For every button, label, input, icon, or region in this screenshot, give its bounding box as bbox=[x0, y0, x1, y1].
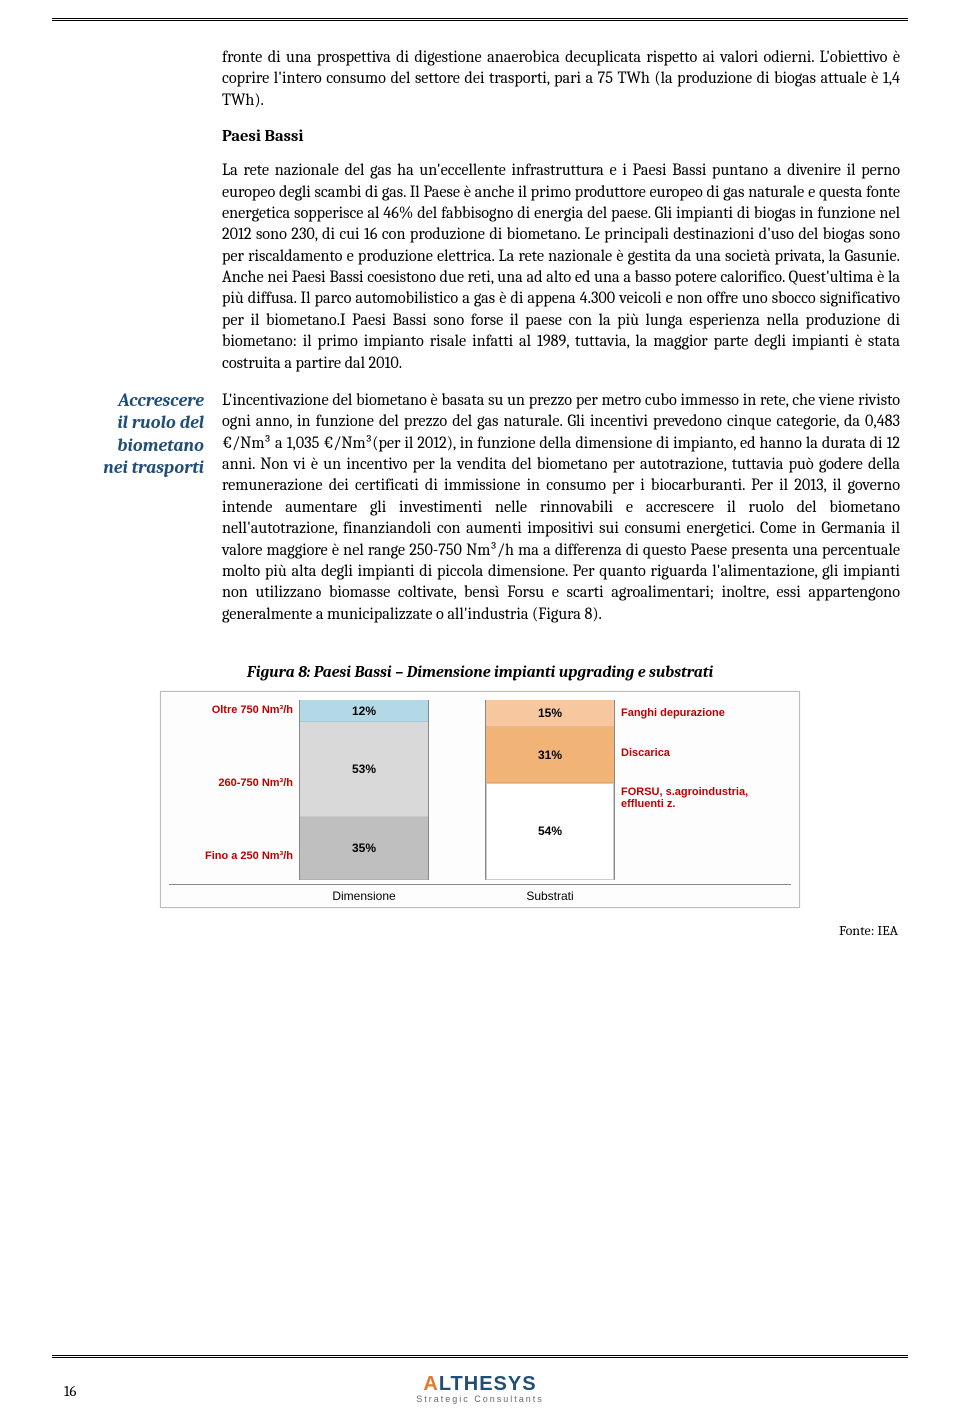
chart-axis: Dimensione Substrati bbox=[169, 884, 791, 903]
figure-chart: Oltre 750 Nm³/h 260-750 Nm³/h Fino a 250… bbox=[160, 691, 800, 908]
bar-substrati: 15%31%54% bbox=[485, 700, 615, 880]
page-footer: 16 ALTHESYS Strategic Consultants bbox=[0, 1337, 960, 1408]
content-grid: fronte di una prospettiva di digestione … bbox=[60, 47, 900, 939]
rule-top bbox=[52, 18, 908, 21]
paragraph-incentivi: L'incentivazione del biometano è basata … bbox=[222, 390, 900, 625]
incentive-block: L'incentivazione del biometano è basata … bbox=[222, 390, 900, 641]
bar-dimensione: 12%53%35% bbox=[299, 700, 429, 880]
bar-segment: 54% bbox=[486, 783, 614, 880]
left-category-labels: Oltre 750 Nm³/h 260-750 Nm³/h Fino a 250… bbox=[169, 700, 299, 880]
logo-subtitle: Strategic Consultants bbox=[416, 1394, 544, 1404]
paragraph-paesi-bassi: La rete nazionale del gas ha un'eccellen… bbox=[222, 160, 900, 374]
bar-segment: 12% bbox=[300, 700, 428, 722]
chart-gap bbox=[429, 700, 485, 880]
figure-title: Figura 8: Paesi Bassi – Dimensione impia… bbox=[60, 663, 900, 681]
logo-name: ALTHESYS bbox=[416, 1373, 544, 1396]
logo-initial: A bbox=[423, 1373, 438, 1395]
sub-label-top: Fanghi depurazione bbox=[615, 700, 791, 726]
section-heading: Paesi Bassi bbox=[222, 127, 900, 146]
intro-block: fronte di una prospettiva di digestione … bbox=[222, 47, 900, 390]
page: fronte di una prospettiva di digestione … bbox=[0, 0, 960, 1418]
bar-segment: 35% bbox=[300, 817, 428, 880]
rule-bottom bbox=[52, 1355, 908, 1358]
bar-segment: 31% bbox=[486, 727, 614, 783]
page-number: 16 bbox=[64, 1382, 76, 1400]
footer-logo: ALTHESYS Strategic Consultants bbox=[416, 1373, 544, 1404]
callout-line: il ruolo del bbox=[60, 412, 204, 435]
figure-block: Figura 8: Paesi Bassi – Dimensione impia… bbox=[60, 641, 900, 939]
dim-label-top: Oltre 750 Nm³/h bbox=[169, 704, 299, 716]
dim-label-bot: Fino a 250 Nm³/h bbox=[169, 850, 299, 862]
logo-rest: LTHESYS bbox=[439, 1373, 537, 1395]
dim-label-mid: 260-750 Nm³/h bbox=[169, 777, 299, 789]
figure-source: Fonte: IEA bbox=[60, 922, 900, 939]
chart-grid: Oltre 750 Nm³/h 260-750 Nm³/h Fino a 250… bbox=[169, 700, 791, 880]
bar-segment: 15% bbox=[486, 700, 614, 727]
callout-line: biometano bbox=[60, 435, 204, 458]
callout-line: nei trasporti bbox=[60, 457, 204, 480]
margin-callout: Accrescere il ruolo del biometano nei tr… bbox=[60, 390, 208, 641]
sub-label-mid: Discarica bbox=[615, 726, 791, 780]
footer-row: 16 ALTHESYS Strategic Consultants bbox=[60, 1368, 900, 1408]
callout-line: Accrescere bbox=[60, 390, 204, 413]
right-category-labels: Fanghi depurazione Discarica FORSU, s.ag… bbox=[615, 700, 791, 880]
axis-label-substrati: Substrati bbox=[485, 885, 615, 903]
paragraph-intro: fronte di una prospettiva di digestione … bbox=[222, 47, 900, 111]
sub-label-bot: FORSU, s.agroindustria, effluenti z. bbox=[615, 780, 791, 880]
axis-label-dimensione: Dimensione bbox=[299, 885, 429, 903]
bar-segment: 53% bbox=[300, 722, 428, 817]
